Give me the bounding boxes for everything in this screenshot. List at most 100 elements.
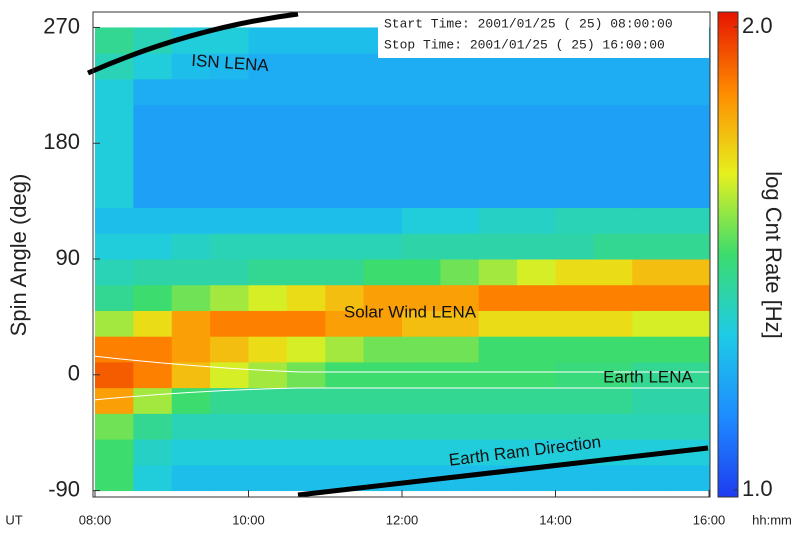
cell xyxy=(363,387,403,414)
cell xyxy=(478,336,518,363)
cell xyxy=(286,130,326,157)
cell xyxy=(440,413,480,440)
cell xyxy=(670,233,710,260)
cell xyxy=(95,78,134,106)
cell xyxy=(210,130,249,157)
cell xyxy=(286,439,326,466)
cell xyxy=(286,233,326,260)
cell xyxy=(670,156,710,183)
cell xyxy=(210,336,249,363)
cell xyxy=(248,207,288,234)
cell xyxy=(171,130,211,157)
cell xyxy=(248,361,288,389)
cell xyxy=(171,207,211,234)
cell xyxy=(363,104,403,131)
cell xyxy=(478,439,518,466)
annotation: Earth LENA xyxy=(603,367,693,386)
cell xyxy=(325,53,365,80)
cell xyxy=(517,284,556,311)
x-tick-label: 14:00 xyxy=(539,512,572,527)
cell xyxy=(363,233,403,260)
cell xyxy=(517,130,556,157)
cell xyxy=(286,387,326,414)
cell xyxy=(325,387,365,414)
cell xyxy=(248,27,288,54)
cell xyxy=(632,284,672,311)
cell xyxy=(133,310,173,337)
cell xyxy=(133,284,173,311)
cell xyxy=(632,130,672,157)
cell xyxy=(325,413,365,440)
cell xyxy=(248,181,288,209)
cell xyxy=(517,336,556,363)
cell xyxy=(440,78,480,106)
cell xyxy=(325,181,365,209)
cell xyxy=(286,284,326,311)
cell xyxy=(133,53,173,80)
cell xyxy=(210,53,249,80)
cell xyxy=(593,104,633,131)
cell xyxy=(171,233,211,260)
cell xyxy=(478,233,518,260)
cell xyxy=(325,336,365,363)
cell xyxy=(478,181,518,209)
cell xyxy=(248,53,288,80)
cell xyxy=(363,156,403,183)
cell xyxy=(95,361,134,389)
cell xyxy=(632,181,672,209)
cell xyxy=(171,78,211,106)
cell xyxy=(478,310,518,337)
cell xyxy=(632,78,672,106)
cell xyxy=(593,413,633,440)
earth-lower-line xyxy=(92,387,710,401)
ram-line xyxy=(297,445,709,498)
cell xyxy=(402,104,441,131)
cell xyxy=(95,387,134,414)
cell xyxy=(248,413,288,440)
cell xyxy=(593,464,633,492)
cell xyxy=(286,181,326,209)
cell xyxy=(133,130,173,157)
cell xyxy=(632,310,672,337)
cell xyxy=(171,464,211,492)
cell xyxy=(670,336,710,363)
cell xyxy=(95,156,134,183)
cell xyxy=(402,78,441,106)
y-tick-label: 180 xyxy=(43,129,80,154)
cell xyxy=(133,181,173,209)
x-unit-left: UT xyxy=(5,512,22,527)
cell xyxy=(325,439,365,466)
cell xyxy=(171,53,211,80)
cell xyxy=(593,336,633,363)
start-time: Start Time: 2001/01/25 ( 25) 08:00:00 xyxy=(384,16,673,31)
cell xyxy=(670,104,710,131)
cell xyxy=(670,78,710,106)
cell xyxy=(593,181,633,209)
colorbar-tick-label: 1.0 xyxy=(742,476,773,501)
cell xyxy=(517,181,556,209)
cell xyxy=(286,413,326,440)
y-axis-label: Spin Angle (deg) xyxy=(6,174,31,337)
cell xyxy=(478,156,518,183)
cell xyxy=(210,156,249,183)
cell xyxy=(325,207,365,234)
x-tick-label: 10:00 xyxy=(232,512,265,527)
cell xyxy=(593,207,633,234)
cell xyxy=(517,104,556,131)
cell xyxy=(248,259,288,286)
cell xyxy=(517,259,556,286)
cell xyxy=(670,361,710,389)
cell xyxy=(210,104,249,131)
colorbar-tick-label: 2.0 xyxy=(742,13,773,38)
cell xyxy=(517,413,556,440)
cell xyxy=(402,439,441,466)
cell xyxy=(555,464,595,492)
cell xyxy=(555,284,595,311)
cell xyxy=(325,259,365,286)
cell xyxy=(363,310,403,337)
cell xyxy=(133,156,173,183)
cell xyxy=(171,310,211,337)
cell xyxy=(286,27,326,54)
x-tick-label: 16:00 xyxy=(693,512,726,527)
